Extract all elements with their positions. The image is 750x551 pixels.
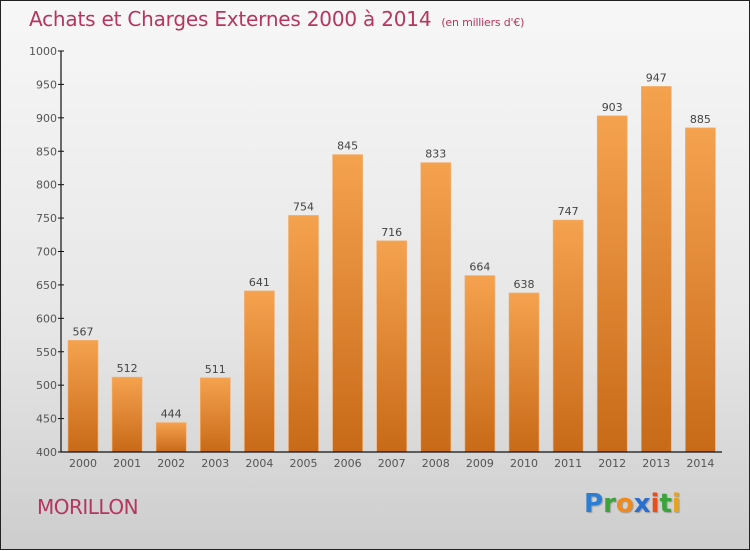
chart-title: Achats et Charges Externes 2000 à 2014 (e…: [29, 7, 524, 31]
x-tick-label-2012: 2012: [598, 457, 626, 470]
value-label-2011: 747: [558, 205, 579, 218]
bar-2000: [67, 340, 99, 453]
bar-2006: [332, 154, 363, 453]
value-label-2009: 664: [469, 261, 490, 274]
bar-2008: [420, 162, 452, 453]
value-label-2013: 947: [646, 71, 667, 84]
value-label-2010: 638: [514, 278, 535, 291]
axes-group: 2000 2001 2002 2003 2004 2005 2006 2007 2008 2009…: [29, 45, 722, 470]
x-tick-label-2011: 2011: [554, 457, 582, 470]
value-label-2012: 903: [602, 101, 623, 114]
value-label-2000: 567: [73, 325, 94, 338]
bar-2001: [111, 376, 143, 453]
bar-2011: [552, 219, 584, 453]
commune-name: MORILLON: [37, 495, 139, 519]
bar-2009: [464, 275, 496, 453]
value-label-2008: 833: [425, 148, 446, 161]
y-tick-label-650: 650: [36, 279, 57, 292]
y-tick-label-700: 700: [36, 246, 57, 259]
y-tick-label-800: 800: [36, 179, 57, 192]
bar-2013: [640, 86, 672, 453]
y-tick-label-600: 600: [36, 312, 57, 325]
x-tick-label-2002: 2002: [157, 457, 185, 470]
logo-letter: t: [659, 489, 672, 519]
value-label-2007: 716: [381, 226, 402, 239]
title-main: Achats et Charges Externes 2000 à 2014: [29, 7, 432, 31]
value-label-2006: 845: [337, 140, 358, 153]
value-label-2001: 512: [117, 362, 138, 375]
bar-2007: [376, 240, 408, 453]
value-label-2014: 885: [690, 113, 711, 126]
bars-group: 567 512 444 511 641 754 845 716 833 664 638 747 903 9…: [67, 71, 716, 453]
bar-2010: [508, 292, 540, 453]
x-tick-label-2009: 2009: [466, 457, 494, 470]
bar-2004: [244, 290, 275, 453]
y-tick-label-750: 750: [36, 212, 57, 225]
logo-letter: i: [671, 489, 681, 519]
value-label-2002: 444: [161, 408, 182, 421]
x-tick-label-2006: 2006: [334, 457, 362, 470]
x-tick-label-2004: 2004: [245, 457, 273, 470]
y-tick-label-500: 500: [36, 379, 57, 392]
logo-letter: i: [650, 489, 660, 519]
logo-letter: P: [584, 489, 604, 519]
proxiti-logo: Proxiti: [584, 489, 681, 519]
value-label-2003: 511: [205, 363, 226, 376]
y-tick-label-450: 450: [36, 413, 57, 426]
bar-2012: [596, 115, 628, 453]
y-tick-label-850: 850: [36, 145, 57, 158]
x-tick-label-2001: 2001: [113, 457, 141, 470]
logo-letter: r: [603, 489, 616, 519]
y-tick-label-1000: 1000: [29, 45, 57, 58]
value-label-2004: 641: [249, 276, 270, 289]
bar-2005: [288, 215, 319, 453]
x-tick-label-2014: 2014: [686, 457, 714, 470]
x-tick-label-2003: 2003: [201, 457, 229, 470]
y-tick-label-400: 400: [36, 446, 57, 459]
bar-2003: [200, 377, 231, 453]
title-unit: (en milliers d'€): [441, 16, 525, 29]
y-tick-label-950: 950: [36, 78, 57, 91]
value-label-2005: 754: [293, 200, 314, 213]
y-tick-label-900: 900: [36, 112, 57, 125]
x-tick-label-2008: 2008: [422, 457, 450, 470]
bar-2002: [155, 422, 187, 453]
y-tick-label-550: 550: [36, 346, 57, 359]
logo-letter: o: [615, 489, 634, 519]
x-tick-label-2013: 2013: [642, 457, 670, 470]
bar-2014: [685, 127, 716, 453]
x-tick-label-2007: 2007: [378, 457, 406, 470]
x-tick-label-2005: 2005: [290, 457, 318, 470]
x-tick-label-2000: 2000: [69, 457, 97, 470]
x-tick-label-2010: 2010: [510, 457, 538, 470]
logo-letter: x: [633, 489, 651, 519]
